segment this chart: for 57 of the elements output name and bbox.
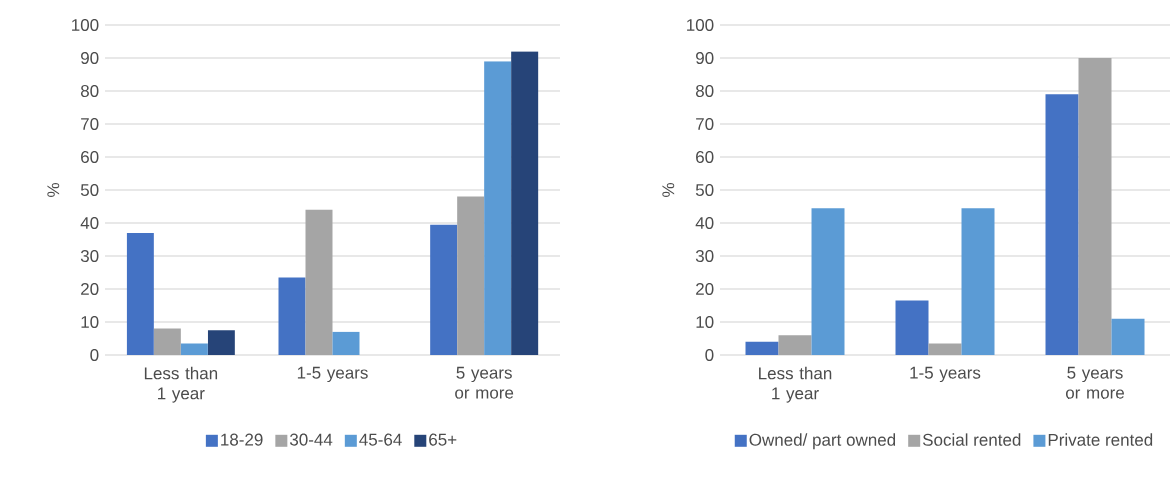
legend-label: Social rented xyxy=(922,433,1021,446)
y-tick-label: 100 xyxy=(687,18,714,32)
y-tick-label: 0 xyxy=(90,348,99,362)
bar xyxy=(180,343,208,355)
bar xyxy=(1045,94,1079,355)
y-tick-label: 100 xyxy=(72,18,99,32)
y-tick-label: 10 xyxy=(81,315,99,329)
y-tick-label: 10 xyxy=(696,315,714,329)
x-tick-label: 1-5 years xyxy=(910,366,981,383)
y-tick-label: 30 xyxy=(695,249,714,263)
x-tick-label: 5 years or more xyxy=(1065,366,1124,399)
bar xyxy=(745,341,779,355)
bar xyxy=(278,277,306,355)
x-tick-label: Less than 1 year xyxy=(144,366,218,403)
bar xyxy=(778,335,812,355)
x-tick-label: Less than 1 year xyxy=(759,366,832,403)
legend-label: Private rented xyxy=(1048,433,1153,446)
y-tick-label: 60 xyxy=(696,150,714,164)
y-axis-title: % xyxy=(47,183,60,197)
y-tick-label: 20 xyxy=(81,282,99,296)
bar xyxy=(511,51,539,355)
y-tick-label: 40 xyxy=(80,216,99,230)
y-tick-label: 50 xyxy=(80,183,99,197)
y-tick-label: 70 xyxy=(81,117,99,131)
bar xyxy=(1111,318,1145,355)
legend-label: 65+ xyxy=(429,433,457,446)
bar xyxy=(457,196,485,355)
x-tick-label: 1-5 years xyxy=(297,366,368,383)
bar xyxy=(484,61,512,355)
y-axis-title: % xyxy=(662,183,675,197)
bar xyxy=(811,208,845,355)
bar xyxy=(928,343,962,355)
y-tick-label: 40 xyxy=(695,216,714,230)
bar xyxy=(305,209,333,355)
bar xyxy=(126,232,154,355)
y-tick-label: 80 xyxy=(80,84,99,98)
x-tick-label: 5 years or more xyxy=(455,366,514,399)
bar xyxy=(1078,58,1112,355)
legend-label: 30-44 xyxy=(289,433,333,446)
y-tick-label: 90 xyxy=(81,51,99,65)
y-tick-label: 50 xyxy=(695,183,714,197)
bar xyxy=(332,331,360,355)
y-tick-label: 20 xyxy=(696,282,714,296)
bar xyxy=(430,224,458,355)
bar xyxy=(153,328,181,355)
bar xyxy=(207,330,235,355)
legend-label: Owned/ part owned xyxy=(749,433,896,450)
legend-label: 18-29 xyxy=(221,433,263,446)
y-tick-label: 90 xyxy=(696,51,714,65)
y-tick-label: 80 xyxy=(695,84,714,98)
y-tick-label: 0 xyxy=(705,348,714,362)
bar xyxy=(895,300,929,355)
bar xyxy=(961,208,995,355)
y-tick-label: 70 xyxy=(696,117,714,131)
y-tick-label: 60 xyxy=(81,150,99,164)
y-tick-label: 30 xyxy=(80,249,99,263)
legend-label: 45-64 xyxy=(359,433,402,446)
